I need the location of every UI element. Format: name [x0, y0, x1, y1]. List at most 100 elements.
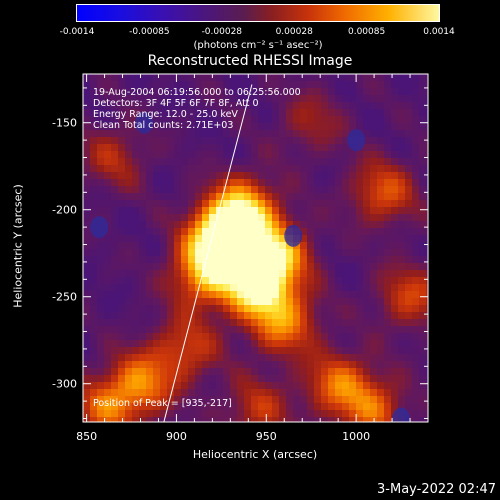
heatmap-cell	[167, 417, 175, 422]
heatmap-cell	[244, 326, 252, 334]
heatmap-cell	[349, 312, 357, 320]
heatmap-cell	[279, 298, 287, 306]
heatmap-cell	[314, 403, 322, 411]
heatmap-cell	[384, 242, 392, 250]
heatmap-cell	[356, 179, 364, 187]
heatmap-cell	[384, 277, 392, 285]
heatmap-cell	[419, 228, 427, 236]
heatmap-cell	[167, 368, 175, 376]
heatmap-cell	[188, 74, 196, 82]
heatmap-cell	[377, 305, 385, 313]
heatmap-cell	[244, 354, 252, 362]
heatmap-cell	[83, 116, 91, 124]
heatmap-cell	[188, 186, 196, 194]
heatmap-cell	[258, 333, 266, 341]
heatmap-cell	[202, 417, 210, 422]
heatmap-cell	[181, 193, 189, 201]
heatmap-cell	[195, 172, 203, 180]
heatmap-cell	[279, 200, 287, 208]
heatmap-cell	[405, 144, 413, 152]
heatmap-cell	[237, 165, 245, 173]
heatmap-cell	[153, 186, 161, 194]
heatmap-cell	[314, 298, 322, 306]
heatmap-cell	[405, 235, 413, 243]
heatmap-cell	[391, 123, 399, 131]
heatmap-cell	[125, 228, 133, 236]
heatmap-cell	[384, 95, 392, 103]
heatmap-cell	[405, 158, 413, 166]
heatmap-cell	[195, 221, 203, 229]
heatmap-cell	[230, 347, 238, 355]
heatmap-cell	[398, 200, 406, 208]
heatmap-cell	[139, 417, 147, 422]
heatmap-cell	[181, 214, 189, 222]
heatmap-cell	[209, 319, 217, 327]
heatmap-cell	[244, 186, 252, 194]
heatmap-cell	[391, 333, 399, 341]
heatmap-cell	[174, 179, 182, 187]
heatmap-cell	[125, 200, 133, 208]
heatmap-cell	[132, 340, 140, 348]
heatmap-cell	[174, 228, 182, 236]
heatmap-cell	[83, 403, 91, 411]
heatmap-cell	[251, 347, 259, 355]
heatmap-cell	[426, 144, 428, 152]
heatmap-cell	[216, 417, 224, 422]
heatmap-cell	[293, 172, 301, 180]
heatmap-cell	[160, 221, 168, 229]
heatmap-cell	[97, 312, 105, 320]
heatmap-cell	[230, 361, 238, 369]
heatmap-cell	[195, 382, 203, 390]
heatmap-cell	[111, 193, 119, 201]
heatmap-cell	[272, 319, 280, 327]
negative-flux-patch	[90, 216, 109, 239]
heatmap-cell	[370, 116, 378, 124]
heatmap-cell	[293, 403, 301, 411]
heatmap-cell	[237, 200, 245, 208]
heatmap-cell	[104, 375, 112, 383]
heatmap-cell	[209, 200, 217, 208]
heatmap-cell	[279, 179, 287, 187]
heatmap-cell	[90, 193, 98, 201]
heatmap-cell	[251, 312, 259, 320]
heatmap-cell	[426, 319, 428, 327]
heatmap-cell	[153, 158, 161, 166]
heatmap-cell	[384, 270, 392, 278]
heatmap-cell	[216, 137, 224, 145]
heatmap-cell	[209, 179, 217, 187]
heatmap-cell	[356, 256, 364, 264]
heatmap-cell	[307, 277, 315, 285]
heatmap-cell	[419, 137, 427, 145]
heatmap-cell	[104, 179, 112, 187]
heatmap-cell	[363, 263, 371, 271]
heatmap-cell	[174, 333, 182, 341]
heatmap-cell	[391, 242, 399, 250]
heatmap-cell	[356, 186, 364, 194]
heatmap-cell	[125, 375, 133, 383]
heatmap-cell	[237, 249, 245, 257]
heatmap-cell	[377, 235, 385, 243]
heatmap-cell	[426, 130, 428, 138]
heatmap-cell	[195, 263, 203, 271]
heatmap-cell	[223, 249, 231, 257]
heatmap-cell	[286, 263, 294, 271]
heatmap-cell	[118, 74, 126, 82]
heatmap-cell	[244, 200, 252, 208]
heatmap-cell	[412, 235, 420, 243]
heatmap-cell	[349, 109, 357, 117]
heatmap-cell	[279, 319, 287, 327]
heatmap-cell	[307, 130, 315, 138]
heatmap-cell	[419, 319, 427, 327]
heatmap-cell	[391, 305, 399, 313]
heatmap-cell	[300, 326, 308, 334]
heatmap-cell	[104, 389, 112, 397]
heatmap-cell	[265, 270, 273, 278]
heatmap-cell	[83, 389, 91, 397]
heatmap-cell	[307, 144, 315, 152]
heatmap-cell	[356, 207, 364, 215]
heatmap-cell	[328, 403, 336, 411]
heatmap-cell	[181, 130, 189, 138]
heatmap-cell	[167, 256, 175, 264]
heatmap-cell	[167, 319, 175, 327]
heatmap-cell	[293, 410, 301, 418]
